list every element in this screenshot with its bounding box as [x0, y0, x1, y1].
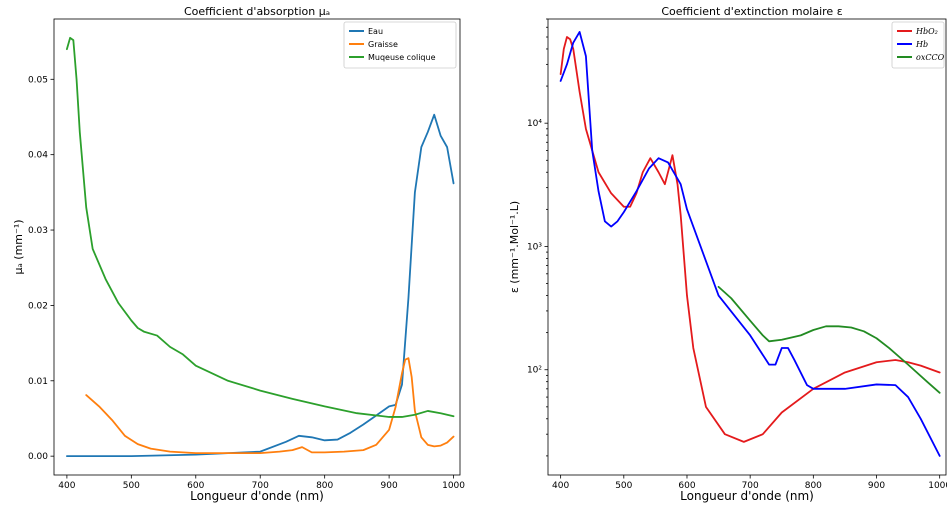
legend-label: Muqeuse colique	[368, 53, 436, 62]
y-tick-label: 0.00	[28, 452, 48, 462]
y-tick-label: 0.03	[28, 226, 48, 236]
x-tick-label: 400	[552, 481, 569, 491]
y-tick-label: 0.04	[28, 151, 48, 161]
axes-frame	[53, 18, 461, 476]
x-tick-label: 1000	[928, 481, 947, 491]
legend-label: Hb	[915, 40, 928, 49]
y-tick-label: 10³	[527, 242, 542, 252]
legend-label: oxCCO	[916, 53, 945, 62]
x-tick-label: 700	[252, 481, 269, 491]
x-tick-label: 900	[381, 481, 398, 491]
x-tick-label: 600	[678, 481, 695, 491]
axes-frame	[547, 18, 947, 476]
series-line-2	[717, 285, 941, 394]
x-tick-label: 900	[868, 481, 885, 491]
series-line-1	[85, 357, 455, 455]
chart-absorption: Coefficient d'absorption μₐ 400 500 600 700…	[12, 5, 465, 503]
x-tick-label: 800	[316, 481, 333, 491]
legend-label: Graisse	[368, 40, 398, 49]
chart-title: Coefficient d'extinction molaire ε	[661, 5, 842, 18]
legend-box	[343, 21, 457, 69]
y-axis-label: ε (mm⁻¹.Mol⁻¹.L)	[508, 201, 521, 293]
y-tick-label: 0.01	[28, 377, 48, 387]
y-tick-label: 10⁴	[527, 119, 542, 129]
y-tick-label: 10²	[527, 366, 542, 376]
x-tick-label: 600	[187, 481, 204, 491]
x-tick-label: 500	[615, 481, 632, 491]
x-tick-label: 400	[58, 481, 75, 491]
chart-title: Coefficient d'absorption μₐ	[184, 5, 330, 18]
chart-extinction: Coefficient d'extinction molaire ε 400 50…	[508, 5, 947, 503]
y-axis-label: μₐ (mm⁻¹)	[12, 219, 25, 274]
series-line-1	[559, 31, 941, 457]
x-tick-label: 800	[805, 481, 822, 491]
legend-label: HbO₂	[915, 27, 938, 36]
x-tick-label: 500	[123, 481, 140, 491]
y-tick-label: 0.05	[28, 75, 48, 85]
legend-label: Eau	[368, 27, 383, 36]
x-axis-label: Longueur d'onde (nm)	[680, 489, 814, 503]
series-line-2	[65, 36, 455, 418]
x-tick-label: 1000	[442, 481, 465, 491]
x-axis-label: Longueur d'onde (nm)	[190, 489, 324, 503]
series-line-0	[559, 36, 941, 443]
y-tick-label: 0.02	[28, 301, 48, 311]
x-tick-label: 700	[742, 481, 759, 491]
